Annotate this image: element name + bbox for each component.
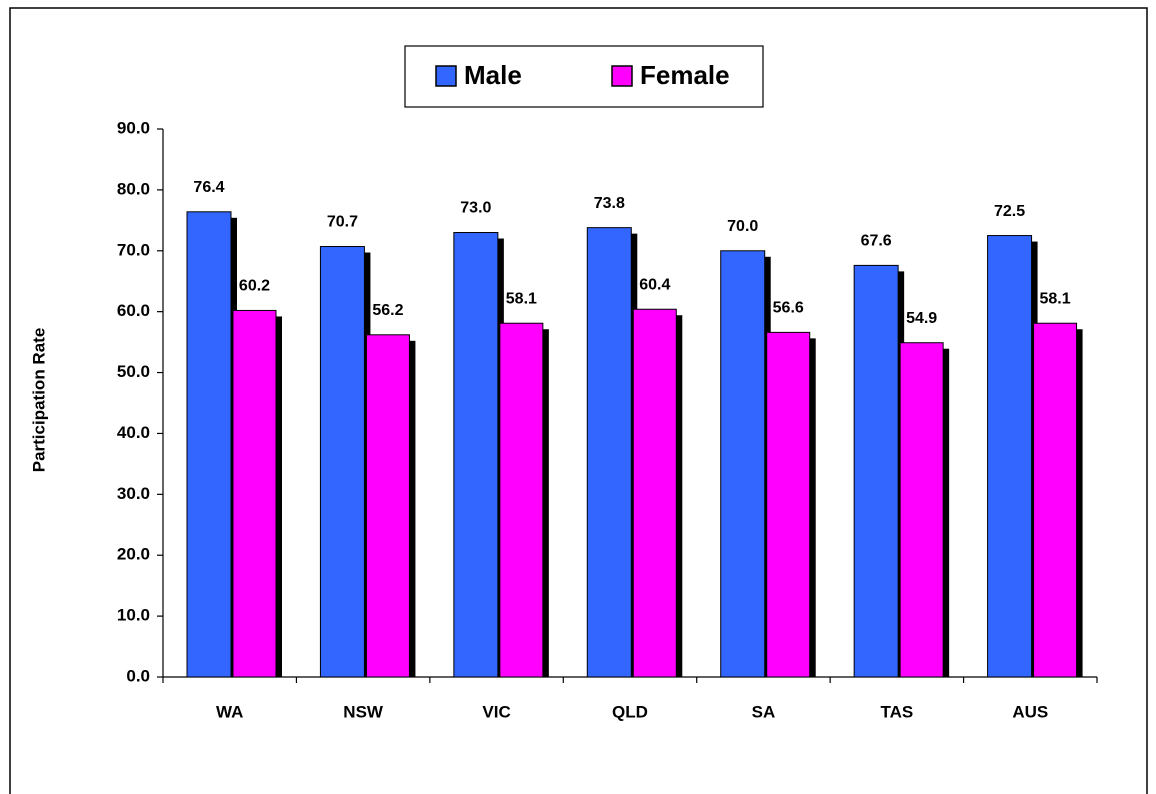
bar (186, 211, 232, 678)
bar (766, 331, 811, 678)
value-label: 70.7 (327, 214, 358, 231)
y-tick-label: 60.0 (117, 301, 150, 320)
bar (319, 246, 365, 678)
value-label: 67.6 (861, 233, 892, 250)
bar (586, 227, 632, 678)
legend-label: Male (464, 60, 522, 90)
value-label: 54.9 (906, 310, 937, 327)
y-tick-label: 30.0 (117, 484, 150, 503)
value-label: 72.5 (994, 203, 1025, 220)
bar (499, 322, 544, 678)
value-label: 76.4 (193, 179, 224, 196)
legend-swatch (435, 65, 457, 87)
bar (1033, 322, 1078, 678)
value-label: 56.2 (372, 302, 403, 319)
y-tick-label: 50.0 (117, 362, 150, 381)
x-tick-label: VIC (482, 702, 510, 721)
value-label: 60.4 (639, 276, 670, 293)
bar (853, 264, 899, 678)
bar (632, 308, 677, 678)
y-tick-label: 90.0 (117, 118, 150, 137)
y-axis-label: Participation Rate (29, 328, 48, 473)
legend-box (404, 45, 764, 108)
x-tick-label: AUS (1012, 702, 1048, 721)
value-label: 73.8 (594, 195, 625, 212)
bar (232, 309, 277, 678)
legend-swatch (611, 65, 633, 87)
value-label: 73.0 (460, 200, 491, 217)
x-tick-label: WA (216, 702, 243, 721)
value-label: 56.6 (773, 300, 804, 317)
bar (720, 250, 766, 678)
y-tick-label: 20.0 (117, 545, 150, 564)
x-tick-label: NSW (343, 702, 384, 721)
bar (987, 235, 1033, 678)
value-label: 70.0 (727, 218, 758, 235)
y-tick-label: 10.0 (117, 606, 150, 625)
bar (899, 342, 944, 678)
value-label: 58.1 (1040, 290, 1071, 307)
legend-label: Female (640, 60, 730, 90)
x-tick-label: TAS (880, 702, 913, 721)
x-tick-label: SA (752, 702, 776, 721)
value-label: 58.1 (506, 290, 537, 307)
y-tick-label: 0.0 (126, 666, 150, 685)
y-tick-label: 80.0 (117, 179, 150, 198)
y-tick-label: 70.0 (117, 240, 150, 259)
chart-frame (9, 7, 1148, 794)
bar (453, 232, 499, 678)
x-tick-label: QLD (612, 702, 648, 721)
y-tick-label: 40.0 (117, 423, 150, 442)
bar (365, 334, 410, 678)
value-label: 60.2 (239, 278, 270, 295)
